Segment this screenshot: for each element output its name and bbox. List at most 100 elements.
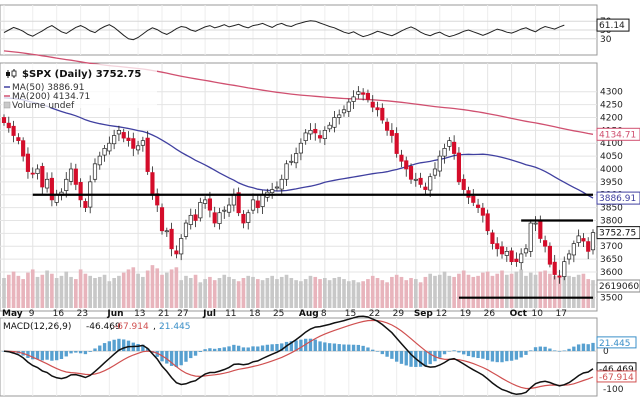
volume-bar bbox=[294, 280, 298, 308]
volume-bar bbox=[193, 274, 198, 308]
volume-bar bbox=[308, 275, 313, 308]
macd-hist-bar bbox=[447, 351, 452, 352]
candle-down bbox=[150, 172, 155, 196]
trend-lines bbox=[32, 193, 593, 299]
volume-bar bbox=[6, 274, 11, 308]
candle-down bbox=[452, 141, 457, 154]
x-tick-label: 21 bbox=[158, 309, 169, 319]
candle-down bbox=[212, 212, 217, 224]
macd-hist-bar bbox=[260, 345, 265, 352]
volume-bar bbox=[246, 275, 251, 308]
candle-up bbox=[107, 142, 112, 152]
macd-hist-bar bbox=[485, 351, 490, 361]
macd-hist-bar bbox=[294, 340, 298, 352]
macd-hist-bar bbox=[533, 347, 538, 352]
volume-bar bbox=[524, 275, 528, 308]
volume-bar bbox=[88, 275, 93, 308]
macd-hist-bar bbox=[88, 351, 92, 352]
volume-bar bbox=[69, 276, 73, 308]
volume-bar bbox=[576, 274, 581, 308]
candle-down bbox=[126, 137, 131, 142]
candle-up bbox=[356, 91, 361, 95]
volume-bar bbox=[351, 280, 356, 308]
macd-hist-bar bbox=[145, 348, 150, 352]
volume-bar bbox=[504, 274, 509, 308]
volume-bar bbox=[452, 276, 456, 308]
candle-down bbox=[1, 117, 7, 123]
volume-bar bbox=[270, 275, 274, 308]
candle-up bbox=[284, 163, 289, 180]
macd-hist-bar bbox=[318, 341, 322, 352]
macd-hist-bar bbox=[208, 348, 212, 352]
macd-hist-bar bbox=[50, 351, 54, 361]
volume-bar bbox=[260, 280, 265, 308]
candle-up bbox=[341, 109, 347, 114]
volume-bar bbox=[591, 280, 595, 308]
candle-down bbox=[475, 204, 481, 208]
candle-up bbox=[68, 168, 74, 182]
macd-hist-bar bbox=[462, 351, 466, 355]
candle-up bbox=[308, 130, 313, 135]
volume-bar bbox=[567, 275, 571, 308]
x-tick-label: 12 bbox=[436, 309, 447, 319]
macd-hist-bar bbox=[169, 351, 174, 366]
macd-hist-bar bbox=[40, 351, 44, 361]
axis-labels: 4300425042004150410040504000395039003850… bbox=[2, 17, 640, 395]
macd-hist-bar bbox=[203, 349, 207, 352]
candle-down bbox=[365, 92, 371, 100]
volume-bar bbox=[59, 275, 64, 308]
volume-bar bbox=[184, 275, 188, 308]
macd-hist-bar bbox=[394, 351, 399, 362]
x-tick-label: 26 bbox=[484, 309, 496, 319]
macd-hist-bar bbox=[308, 338, 313, 352]
macd-hist-bar bbox=[562, 350, 566, 352]
price-tick-label: 3650 bbox=[600, 255, 623, 265]
price-tick-label: 4100 bbox=[600, 139, 623, 149]
candle-up bbox=[164, 230, 169, 233]
volume-bar bbox=[160, 274, 164, 308]
volume-bar bbox=[409, 278, 413, 308]
x-tick-label: 11 bbox=[225, 309, 236, 319]
candle-up bbox=[102, 148, 107, 156]
macd-signal-value: -67.914 bbox=[114, 322, 149, 332]
macd-hist-bar bbox=[141, 344, 145, 352]
volume-bar bbox=[500, 270, 504, 308]
candle-up bbox=[413, 178, 418, 181]
candle-up bbox=[351, 96, 356, 102]
macd-hist-bar bbox=[313, 339, 317, 352]
candle-up bbox=[303, 132, 308, 142]
volume-bar bbox=[414, 279, 418, 308]
macd-hist-bar bbox=[524, 351, 528, 355]
x-tick-label: Aug bbox=[299, 309, 319, 319]
macd-hist-bar bbox=[193, 351, 198, 356]
volume-bar bbox=[232, 279, 236, 308]
volume-bar bbox=[519, 269, 523, 308]
volume-bar bbox=[74, 279, 78, 308]
macd-hist-bar bbox=[586, 344, 590, 352]
candle-up bbox=[246, 212, 251, 223]
volume-bar bbox=[581, 273, 586, 308]
macd-hist-bar bbox=[342, 344, 346, 352]
x-tick-label: 23 bbox=[77, 309, 88, 319]
macd-hist-bar bbox=[466, 351, 471, 357]
macd-hist-bar bbox=[509, 351, 514, 361]
macd-hist-bar bbox=[543, 346, 547, 352]
macd-hist-bar bbox=[222, 347, 226, 352]
macd-hist-bar bbox=[165, 351, 169, 364]
macd-hist-bar bbox=[102, 343, 107, 352]
candle-down bbox=[78, 182, 83, 201]
volume-bar bbox=[514, 271, 519, 308]
volume-bar bbox=[404, 280, 409, 308]
candle-down bbox=[423, 186, 428, 190]
x-tick-label: May bbox=[2, 309, 23, 319]
volume-bar bbox=[586, 279, 591, 308]
macd-hist-bar bbox=[490, 351, 495, 362]
candle-up bbox=[322, 130, 327, 139]
macd-tag-box bbox=[596, 336, 637, 349]
x-tick-label: 13 bbox=[134, 309, 145, 319]
candle-up bbox=[136, 145, 141, 151]
volume-bar bbox=[380, 280, 385, 308]
macd-hist-bar bbox=[361, 345, 365, 352]
macd-hist-bar bbox=[236, 345, 241, 352]
candle-up bbox=[112, 135, 117, 145]
